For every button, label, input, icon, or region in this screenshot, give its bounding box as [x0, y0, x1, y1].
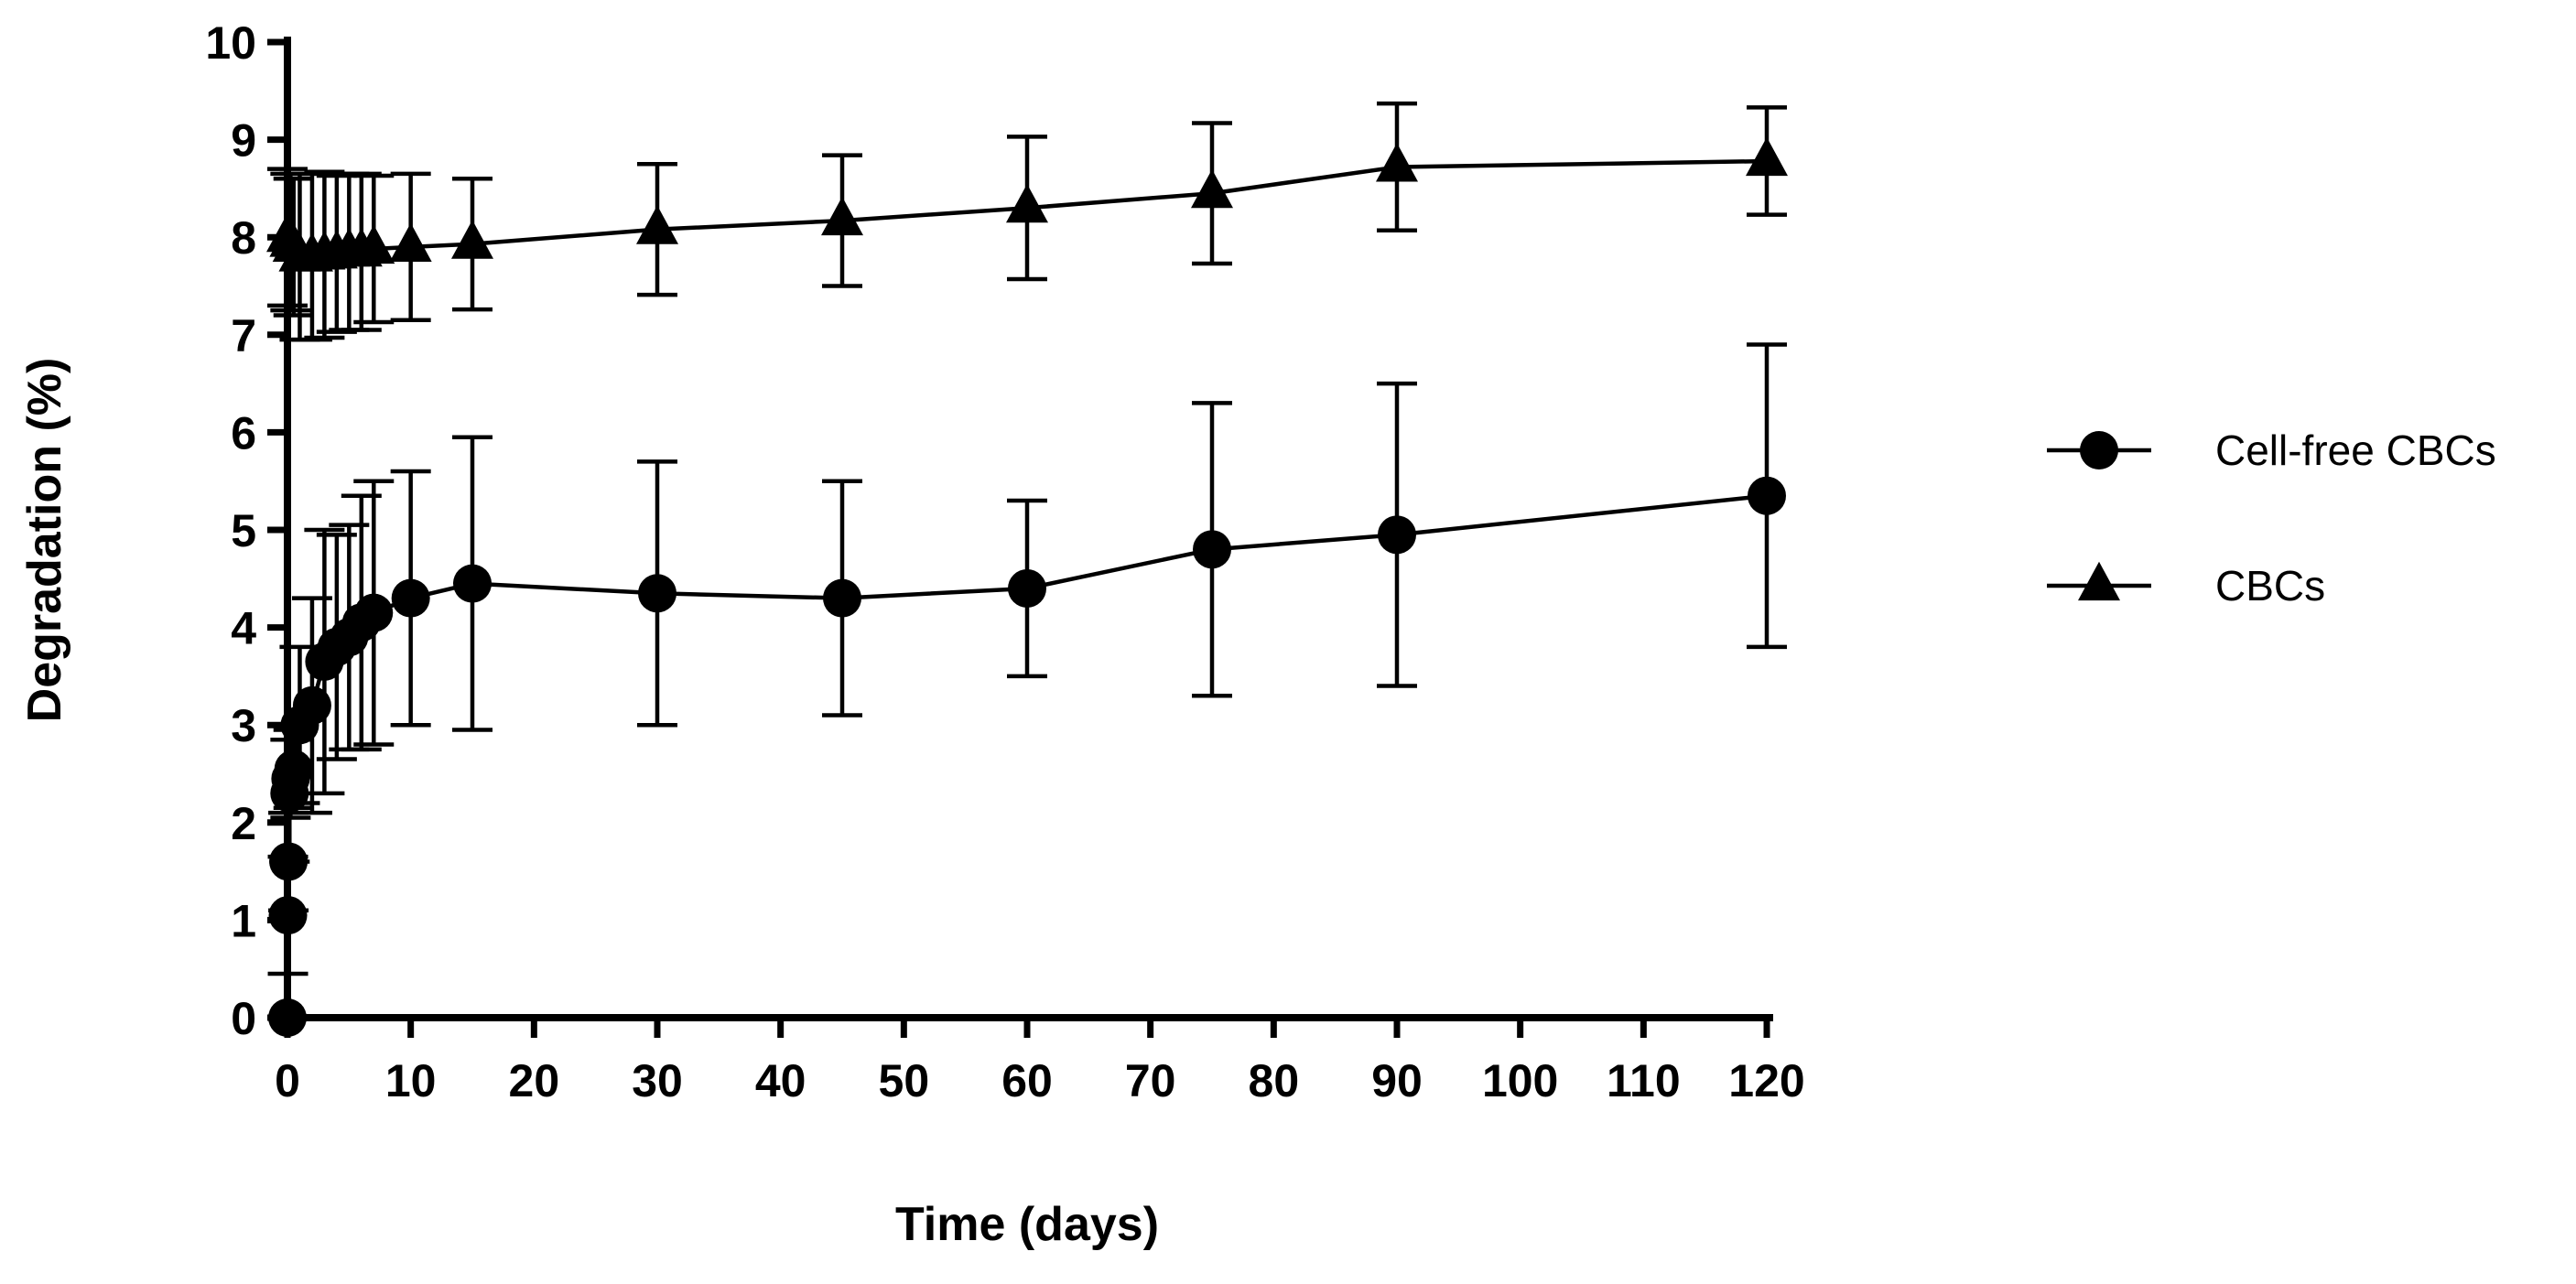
x-tick-label: 0: [275, 1055, 300, 1106]
y-tick-label: 7: [231, 310, 256, 361]
data-point: [268, 998, 307, 1037]
x-tick-label: 120: [1728, 1055, 1804, 1106]
x-tick-label: 100: [1482, 1055, 1558, 1106]
data-point: [453, 564, 492, 603]
data-point: [1748, 476, 1786, 515]
series-cell-free-cbcs: [267, 342, 1787, 1037]
data-point: [1191, 168, 1233, 209]
series-layer: [266, 101, 1788, 1037]
x-tick-label: 40: [755, 1055, 806, 1106]
data-point: [389, 222, 432, 262]
data-point: [268, 896, 308, 935]
data-point: [636, 205, 678, 244]
legend-label: Cell-free CBCs: [2215, 426, 2496, 474]
data-point: [451, 220, 493, 259]
y-tick-label: 3: [231, 700, 256, 751]
x-tick-label: 70: [1125, 1055, 1176, 1106]
data-point: [1008, 568, 1046, 608]
data-point: [1006, 183, 1048, 223]
legend-marker-circle-icon: [2080, 431, 2118, 469]
data-point: [269, 842, 308, 881]
y-tick-label: 0: [231, 993, 256, 1044]
data-point: [638, 574, 676, 613]
data-point: [1746, 136, 1788, 177]
data-point: [1376, 143, 1418, 182]
data-point: [823, 578, 861, 618]
x-tick-label: 90: [1371, 1055, 1423, 1106]
y-tick-label: 9: [231, 115, 256, 167]
y-tick-label: 1: [231, 895, 256, 946]
data-point: [352, 224, 395, 264]
data-point: [354, 593, 394, 632]
x-tick-label: 20: [509, 1055, 560, 1106]
data-point: [1193, 530, 1231, 569]
y-tick-label: 2: [231, 798, 256, 849]
y-tick-label: 4: [231, 603, 256, 654]
legend-marker-triangle-icon: [2078, 561, 2120, 601]
x-tick-label: 10: [385, 1055, 437, 1106]
legend-entry: Cell-free CBCs: [2047, 426, 2496, 474]
y-tick-label: 6: [231, 407, 256, 459]
x-tick-label: 110: [1607, 1055, 1681, 1106]
x-tick-label: 60: [1001, 1055, 1053, 1106]
y-tick-label: 8: [231, 212, 256, 264]
x-tick-label: 30: [632, 1055, 683, 1106]
x-axis-title: Time (days): [895, 1198, 1159, 1251]
y-tick-label: 10: [205, 17, 256, 69]
legend-entry: CBCs: [2047, 561, 2325, 610]
y-tick-label: 5: [231, 505, 256, 556]
y-axis-title: Degradation (%): [18, 358, 71, 723]
data-point: [821, 196, 863, 236]
x-tick-label: 50: [879, 1055, 930, 1106]
data-point: [391, 578, 430, 618]
data-point: [1378, 515, 1416, 555]
x-tick-label: 80: [1249, 1055, 1300, 1106]
data-point: [292, 685, 331, 725]
legend-layer: Cell-free CBCs CBCs: [2047, 426, 2496, 610]
series-cbcs: [266, 101, 1788, 342]
data-point: [274, 750, 313, 789]
legend-label: CBCs: [2215, 562, 2325, 610]
